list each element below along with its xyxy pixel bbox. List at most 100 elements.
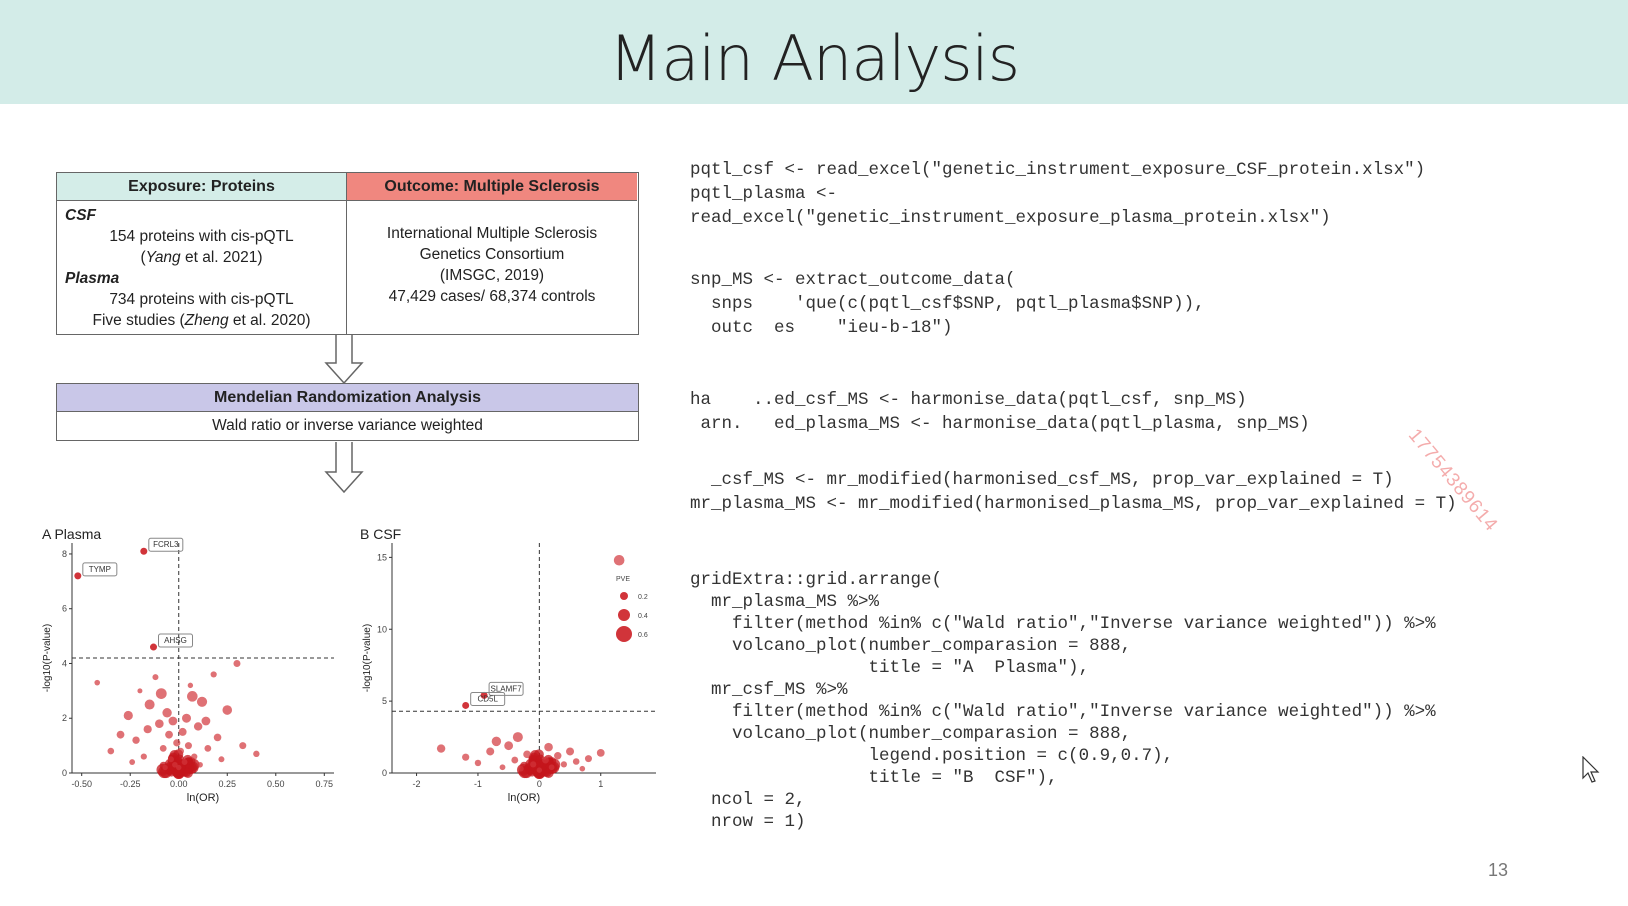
point-label-box bbox=[158, 633, 194, 648]
data-point bbox=[162, 764, 168, 771]
data-point bbox=[436, 744, 446, 753]
data-point bbox=[155, 688, 167, 699]
mr-analysis-box: Mendelian Randomization Analysis Wald ra… bbox=[56, 383, 639, 441]
data-point bbox=[196, 696, 208, 707]
outcome-details: International Multiple Sclerosis Genetic… bbox=[347, 201, 637, 307]
code-line: mr_csf_MS %>% bbox=[690, 680, 848, 700]
data-point bbox=[187, 691, 198, 702]
data-point bbox=[178, 727, 187, 736]
data-point bbox=[213, 733, 222, 742]
data-point bbox=[596, 748, 605, 757]
down-arrow-icon bbox=[324, 335, 364, 385]
code-line: mr_plasma_MS %>% bbox=[690, 592, 880, 612]
data-point bbox=[560, 761, 568, 768]
labeled-point bbox=[140, 547, 148, 555]
point-label: FCRL3 bbox=[148, 537, 184, 552]
point-label-box bbox=[82, 562, 118, 577]
point-label-box bbox=[470, 691, 506, 706]
point-label: TYMP bbox=[82, 562, 118, 577]
csf-line2: (Yang et al. 2021) bbox=[140, 249, 263, 266]
study-design-table: Exposure: Proteins CSF 154 proteins with… bbox=[56, 172, 639, 335]
data-point bbox=[173, 739, 181, 747]
x-tick-label: -2 bbox=[413, 779, 421, 789]
code-line: volcano_plot(number_comparasion = 888, bbox=[690, 636, 1132, 656]
legend-label: 0.6 bbox=[638, 632, 648, 639]
y-axis-label: -log10(P-value) bbox=[362, 624, 373, 692]
labeled-point bbox=[462, 701, 470, 709]
y-tick-label: 15 bbox=[377, 552, 387, 562]
slide-title: Main Analysis bbox=[608, 22, 1020, 95]
data-point bbox=[172, 761, 178, 768]
data-point bbox=[176, 764, 182, 771]
data-point bbox=[94, 679, 101, 686]
exposure-column: Exposure: Proteins CSF 154 proteins with… bbox=[57, 173, 347, 334]
data-point bbox=[554, 752, 562, 760]
outcome-column: Outcome: Multiple Sclerosis Internationa… bbox=[347, 173, 637, 334]
code-line: arn. ed_plasma_MS <- harmonise_data(pqtl… bbox=[690, 414, 1310, 434]
y-tick-label: 8 bbox=[62, 549, 67, 559]
outcome-header: Outcome: Multiple Sclerosis bbox=[347, 173, 637, 201]
x-tick-label: 0.00 bbox=[170, 779, 188, 789]
data-point bbox=[499, 764, 506, 771]
code-line: ncol = 2, bbox=[690, 790, 806, 810]
data-point bbox=[222, 705, 233, 715]
outcome-line1: International Multiple Sclerosis bbox=[386, 225, 598, 242]
legend-label: 0.2 bbox=[638, 594, 648, 601]
data-point bbox=[239, 742, 247, 750]
point-label-text: TYMP bbox=[89, 565, 111, 574]
code-line: read_excel("genetic_instrument_exposure_… bbox=[690, 208, 1331, 228]
x-tick-label: -0.25 bbox=[120, 779, 141, 789]
code-line: nrow = 1) bbox=[690, 812, 806, 832]
x-tick-label: 0.25 bbox=[218, 779, 236, 789]
data-point bbox=[474, 759, 482, 767]
data-point bbox=[544, 742, 553, 752]
plasma-line2: Five studies (Zheng et al. 2020) bbox=[92, 312, 311, 329]
point-label-box bbox=[148, 537, 184, 552]
data-point bbox=[491, 736, 502, 747]
data-point bbox=[181, 759, 188, 765]
code-line: title = "A Plasma"), bbox=[690, 658, 1090, 678]
data-point bbox=[177, 747, 184, 755]
page-number: 13 bbox=[1488, 860, 1509, 880]
outcome-line3: (IMSGC, 2019) bbox=[439, 267, 545, 284]
data-point bbox=[152, 674, 159, 681]
code-line: filter(method %in% c("Wald ratio","Inver… bbox=[690, 702, 1436, 722]
data-point bbox=[204, 744, 212, 752]
y-tick-label: 2 bbox=[62, 713, 67, 723]
volcano-plot-csf: B CSF -2 -1 0 1 0 5 10 15 ln(OR) -log10(P-value) SL… bbox=[358, 525, 670, 840]
data-point bbox=[523, 750, 531, 759]
point-label-text: FCRL3 bbox=[153, 540, 179, 549]
data-point bbox=[548, 764, 555, 771]
data-point bbox=[504, 741, 514, 751]
plasma-line1: 734 proteins with cis-pQTL bbox=[109, 291, 294, 308]
code-line: legend.position = c(0.9,0.7), bbox=[690, 746, 1174, 766]
data-point bbox=[530, 761, 537, 768]
plasma-label: Plasma bbox=[65, 270, 120, 287]
legend-marker bbox=[618, 609, 630, 621]
data-point bbox=[486, 747, 495, 756]
point-label-text: CD5L bbox=[477, 694, 498, 703]
code-line: snp_MS <- extract_outcome_data( bbox=[690, 270, 1016, 290]
labeled-point bbox=[74, 572, 82, 580]
data-point bbox=[155, 719, 164, 729]
code-line: filter(method %in% c("Wald ratio","Inver… bbox=[690, 614, 1436, 634]
x-tick-label: 0 bbox=[537, 779, 542, 789]
plot-title: B CSF bbox=[360, 526, 401, 542]
y-tick-label: 0 bbox=[382, 768, 387, 778]
legend-label: 0.4 bbox=[638, 613, 648, 620]
point-label-text: AHSG bbox=[164, 636, 187, 645]
plot-title: A Plasma bbox=[42, 526, 101, 542]
data-point bbox=[144, 699, 155, 710]
x-tick-label: 1 bbox=[598, 779, 603, 789]
data-point bbox=[165, 730, 173, 739]
data-point bbox=[137, 688, 143, 694]
outcome-line4: 47,429 cases/ 68,374 controls bbox=[388, 288, 596, 305]
code-line: pqtl_csf <- read_excel("genetic_instrume… bbox=[690, 160, 1426, 180]
data-point bbox=[613, 554, 625, 566]
y-tick-label: 4 bbox=[62, 658, 67, 668]
y-tick-label: 10 bbox=[377, 624, 387, 634]
outcome-line2: Genetics Consortium bbox=[419, 246, 565, 263]
mr-method: Wald ratio or inverse variance weighted bbox=[212, 417, 483, 434]
point-label: CD5L bbox=[470, 691, 506, 706]
data-point bbox=[210, 671, 217, 678]
